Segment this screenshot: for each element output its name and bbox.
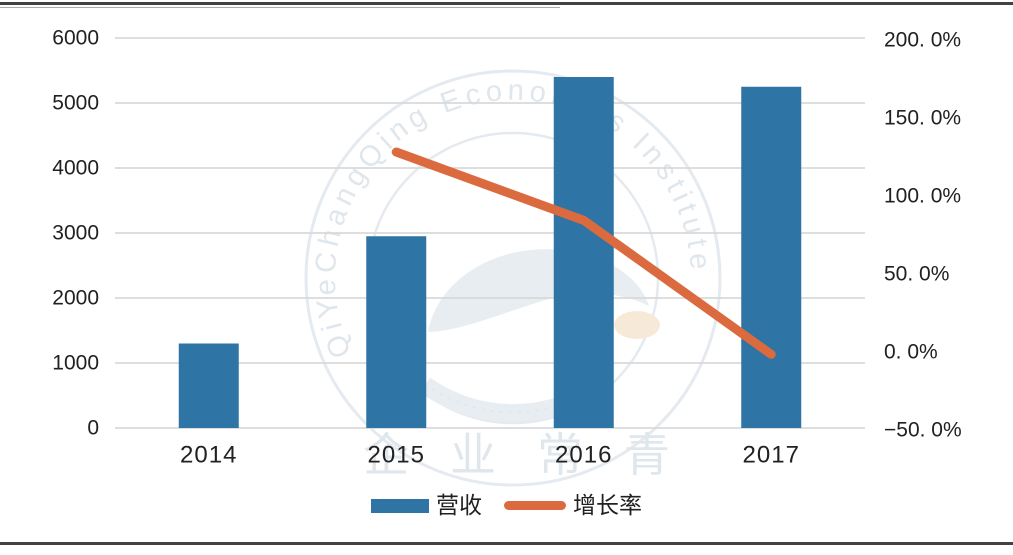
revenue-bar-2016 [553, 77, 614, 428]
left-axis-tick-label: 3000 [52, 222, 99, 245]
growth-rate-line [391, 147, 776, 359]
x-axis-label-2016: 2016 [555, 442, 612, 469]
x-axis-label-2017: 2017 [743, 442, 800, 469]
left-axis-tick-label: 2000 [52, 287, 99, 310]
growth-line-swatch [504, 501, 566, 510]
x-axis: 2014 2015 2016 2017 [180, 442, 800, 469]
gridlines [115, 37, 865, 429]
watermark-bottom-char: 业 [450, 429, 496, 481]
bottom-border-line [0, 542, 1013, 545]
watermark-bottom-char: 常 [537, 429, 583, 481]
revenue-bar-2017 [741, 86, 802, 428]
watermark-bottom-char: 青 [624, 429, 670, 481]
revenue-bar-2015 [366, 236, 427, 428]
revenue-bar-swatch [371, 498, 429, 513]
right-axis: 200. 0% 150. 0% 100. 0% 50. 0% 0. 0% −50. 0% [884, 29, 962, 442]
left-axis-tick-label: 4000 [52, 157, 99, 180]
watermark-bottom-char: 企 [363, 429, 409, 481]
revenue-bar-2014 [178, 343, 239, 428]
top-border-line-shadow [0, 7, 560, 8]
watermark-accent-shape [614, 311, 660, 339]
left-axis-tick-label: 6000 [52, 27, 99, 50]
revenue-bars [178, 77, 802, 428]
left-axis-tick-label: 1000 [52, 352, 99, 375]
left-axis: 6000 5000 4000 3000 2000 1000 0 [52, 27, 99, 440]
x-axis-label-2014: 2014 [180, 442, 237, 469]
right-axis-tick-label: 150. 0% [884, 107, 961, 130]
legend-item-revenue: 营收 [371, 494, 482, 517]
chart-legend: 营收 增长率 [0, 494, 1013, 517]
watermark-outer-ring [304, 69, 722, 487]
legend-item-growth: 增长率 [504, 494, 642, 517]
right-axis-tick-label: 200. 0% [884, 29, 961, 52]
left-axis-tick-label: 5000 [52, 92, 99, 115]
right-axis-tick-label: −50. 0% [884, 419, 962, 442]
right-axis-tick-label: 0. 0% [884, 341, 938, 364]
legend-label-growth: 增长率 [573, 492, 642, 518]
x-axis-label-2015: 2015 [368, 442, 425, 469]
right-axis-tick-label: 100. 0% [884, 185, 961, 208]
right-axis-tick-label: 50. 0% [884, 263, 949, 286]
left-axis-tick-label: 0 [87, 417, 99, 440]
legend-label-revenue: 营收 [436, 492, 482, 518]
top-border-line [0, 2, 1013, 5]
